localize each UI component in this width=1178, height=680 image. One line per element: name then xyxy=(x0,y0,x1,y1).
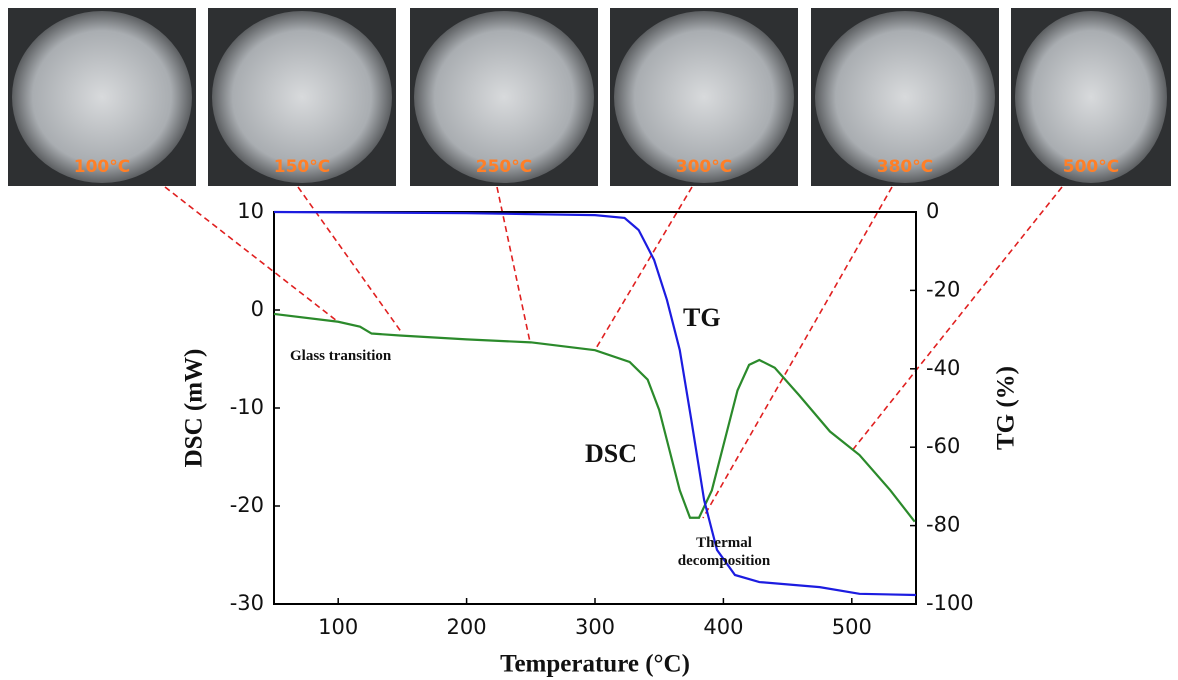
x-tick-label: 500 xyxy=(832,615,872,639)
y2-tick-label: -80 xyxy=(926,513,960,537)
y2-tick-label: 0 xyxy=(926,199,939,223)
annotation: decomposition xyxy=(678,553,771,569)
connector xyxy=(497,187,530,342)
series-line xyxy=(274,314,915,522)
photo-label: 150°C xyxy=(274,157,330,177)
photo-row: 100°C 150°C 250°C 300°C 380°C 500°C xyxy=(8,8,1171,186)
photo: 100°C xyxy=(8,8,196,186)
y-tick-label: 10 xyxy=(237,199,264,223)
y-tick-label: 0 xyxy=(251,297,264,321)
y-axis-label: DSC (mW) xyxy=(181,349,208,468)
annotation: Glass transition xyxy=(290,348,392,364)
connector xyxy=(851,187,1062,452)
y2-tick-label: -100 xyxy=(926,591,974,615)
y2-tick-label: -20 xyxy=(926,277,960,301)
photo: 150°C xyxy=(208,8,396,186)
photo: 500°C xyxy=(1011,8,1171,186)
photo-label: 100°C xyxy=(74,157,130,177)
y2-tick-label: -60 xyxy=(926,434,960,458)
x-tick-label: 400 xyxy=(703,615,743,639)
series-line xyxy=(274,212,916,595)
series-label: DSC xyxy=(585,439,637,468)
photo-label: 300°C xyxy=(676,157,732,177)
y2-tick-label: -40 xyxy=(926,356,960,380)
plot-frame xyxy=(274,212,916,604)
y2-axis-label: TG (%) xyxy=(993,366,1020,450)
x-tick-label: 200 xyxy=(447,615,487,639)
x-axis-label: Temperature (°C) xyxy=(500,651,690,678)
series-label: TG xyxy=(683,303,721,332)
photo-label: 380°C xyxy=(877,157,933,177)
photo-label: 500°C xyxy=(1063,157,1119,177)
photo: 300°C xyxy=(610,8,798,186)
y-tick-label: -10 xyxy=(230,395,264,419)
figure: 100°C 150°C 250°C 300°C 380°C 500°C Temperatu… xyxy=(0,0,1178,680)
x-tick-label: 300 xyxy=(575,615,615,639)
annotation: Thermal xyxy=(696,535,752,551)
y-tick-label: -30 xyxy=(230,591,264,615)
y-tick-label: -20 xyxy=(230,493,264,517)
connector xyxy=(703,187,892,518)
connector xyxy=(298,187,402,333)
photo: 380°C xyxy=(811,8,999,186)
x-tick-label: 100 xyxy=(318,615,358,639)
photo: 250°C xyxy=(410,8,598,186)
photo-label: 250°C xyxy=(476,157,532,177)
